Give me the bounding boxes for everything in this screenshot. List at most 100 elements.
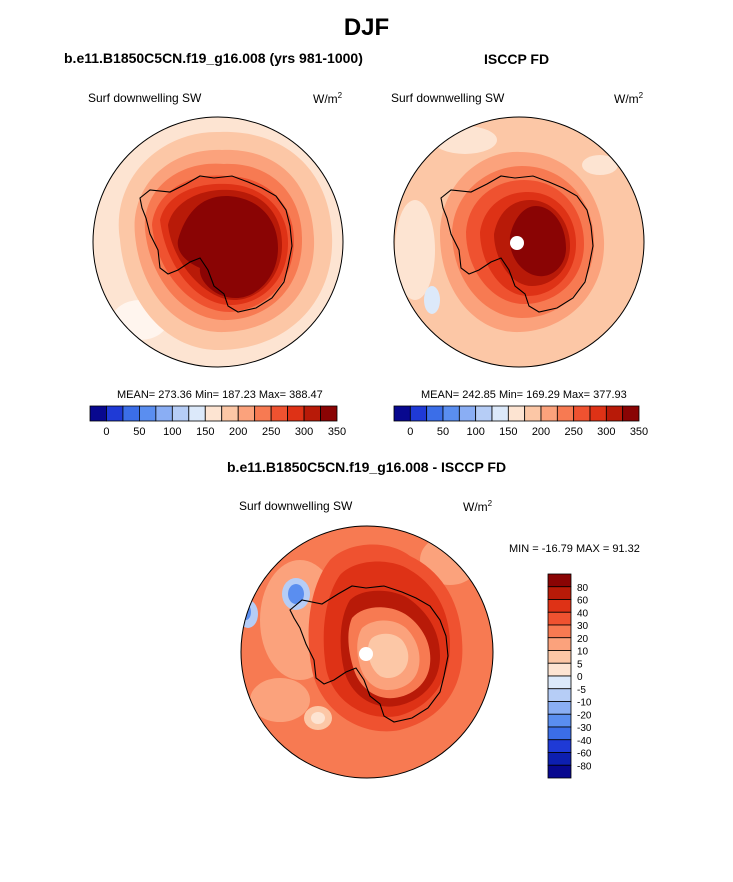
cbar3-tick-9: -10 xyxy=(577,698,592,709)
cbar3-swatch-0 xyxy=(547,573,572,588)
cbar1-tick-7: 350 xyxy=(328,426,346,438)
cbar1-swatch-0 xyxy=(89,405,107,422)
map3-polar-plot xyxy=(240,525,494,779)
cbar1-swatch-12 xyxy=(287,405,305,422)
cbar3-tick-4: 20 xyxy=(577,634,589,645)
cbar1-tick-3: 150 xyxy=(196,426,214,438)
panel3-variable-label: Surf downwelling SW xyxy=(239,499,353,513)
panel1-stats: MEAN= 273.36 Min= 187.23 Max= 388.47 xyxy=(117,389,323,401)
cbar1-swatch-5 xyxy=(171,405,190,422)
cbar3-swatch-13 xyxy=(547,739,572,753)
cbar2-tick-5: 250 xyxy=(564,426,582,438)
cbar3-tick-13: -60 xyxy=(577,749,592,760)
panel3-units: W/m2 xyxy=(463,499,493,514)
main-title: DJF xyxy=(343,14,390,41)
cbar1-swatch-13 xyxy=(303,405,321,422)
cbar3-tick-3: 30 xyxy=(577,621,589,632)
cbar2-swatch-3 xyxy=(442,405,460,422)
cbar1-swatch-6 xyxy=(188,405,206,422)
cbar3-tick-1: 60 xyxy=(577,596,589,607)
cbar3-tick-6: 5 xyxy=(577,659,583,670)
map2-polar-plot xyxy=(393,116,645,368)
panel2-units: W/m2 xyxy=(614,91,644,106)
cbar1-tick-0: 0 xyxy=(103,426,109,438)
cbar3-tick-0: 80 xyxy=(577,583,589,594)
panel1-variable-label: Surf downwelling SW xyxy=(88,91,202,105)
panel1-title: b.e11.B1850C5CN.f19_g16.008 (yrs 981-100… xyxy=(64,50,363,66)
cbar1-swatch-8 xyxy=(221,405,239,422)
cbar2-swatch-8 xyxy=(524,405,542,422)
cbar3-swatch-4 xyxy=(547,624,572,639)
map3-antarctica-coastline xyxy=(289,585,449,723)
cbar2-tick-6: 300 xyxy=(597,426,615,438)
cbar3-swatch-12 xyxy=(547,726,572,741)
cbar3-swatch-2 xyxy=(547,599,572,613)
cbar2-swatch-4 xyxy=(458,405,477,422)
cbar3-tick-11: -30 xyxy=(577,723,592,734)
panel3-title: b.e11.B1850C5CN.f19_g16.008 - ISCCP FD xyxy=(227,459,507,475)
cbar2-swatch-12 xyxy=(589,405,607,422)
cbar1-tick-4: 200 xyxy=(229,426,247,438)
cbar3-swatch-5 xyxy=(547,637,572,651)
cbar1-swatch-4 xyxy=(155,405,173,422)
colorbar-2: 0 50 100 150 200 250 300 350 xyxy=(393,405,648,438)
cbar2-swatch-1 xyxy=(409,405,428,422)
cbar3-tick-5: 10 xyxy=(577,647,589,658)
panel2-variable-label: Surf downwelling SW xyxy=(391,91,505,105)
cbar3-swatch-14 xyxy=(547,752,572,766)
cbar3-swatch-11 xyxy=(547,713,572,728)
cbar2-tick-2: 100 xyxy=(466,426,484,438)
cbar3-tick-10: -20 xyxy=(577,710,592,721)
panel3-stats: MIN = -16.79 MAX = 91.32 xyxy=(509,543,640,555)
cbar2-swatch-2 xyxy=(426,405,444,422)
cbar1-swatch-10 xyxy=(254,405,272,422)
cbar1-swatch-14 xyxy=(320,405,338,422)
cbar2-tick-7: 350 xyxy=(630,426,648,438)
cbar3-tick-12: -40 xyxy=(577,736,592,747)
cbar2-tick-3: 150 xyxy=(499,426,517,438)
cbar2-swatch-14 xyxy=(622,405,640,422)
cbar2-swatch-0 xyxy=(393,405,411,422)
cbar2-tick-1: 50 xyxy=(437,426,449,438)
cbar1-swatch-3 xyxy=(138,405,157,422)
cbar3-swatch-7 xyxy=(547,662,572,677)
cbar1-tick-5: 250 xyxy=(262,426,280,438)
cbar1-swatch-7 xyxy=(204,405,223,422)
panel2-title: ISCCP FD xyxy=(484,51,550,67)
cbar2-swatch-13 xyxy=(605,405,624,422)
cbar1-swatch-2 xyxy=(122,405,140,422)
map1-polar-plot xyxy=(92,116,344,368)
map1-antarctica-coastline xyxy=(139,175,293,313)
cbar3-swatch-10 xyxy=(547,701,572,715)
cbar1-tick-2: 100 xyxy=(163,426,181,438)
cbar2-swatch-11 xyxy=(573,405,591,422)
colorbar-1: 0 50 100 150 200 250 300 350 xyxy=(89,405,346,438)
cbar2-swatch-7 xyxy=(507,405,526,422)
cbar3-tick-2: 40 xyxy=(577,608,589,619)
cbar2-tick-4: 200 xyxy=(532,426,550,438)
cbar2-tick-0: 0 xyxy=(407,426,413,438)
cbar1-swatch-11 xyxy=(270,405,288,422)
cbar3-swatch-1 xyxy=(547,586,572,600)
cbar3-swatch-6 xyxy=(547,650,572,664)
cbar1-tick-6: 300 xyxy=(295,426,313,438)
cbar1-swatch-1 xyxy=(106,405,124,422)
cbar2-swatch-9 xyxy=(540,405,558,422)
cbar3-swatch-3 xyxy=(547,611,572,626)
cbar2-swatch-6 xyxy=(491,405,509,422)
cbar3-swatch-8 xyxy=(547,675,572,690)
cbar3-swatch-15 xyxy=(547,764,572,779)
cbar3-tick-7: 0 xyxy=(577,672,583,683)
panel2-stats: MEAN= 242.85 Min= 169.29 Max= 377.93 xyxy=(421,389,627,401)
cbar3-swatch-9 xyxy=(547,688,572,702)
cbar3-tick-14: -80 xyxy=(577,761,592,772)
cbar2-swatch-10 xyxy=(556,405,575,422)
cbar2-swatch-5 xyxy=(475,405,493,422)
cbar1-tick-1: 50 xyxy=(133,426,145,438)
cbar3-tick-8: -5 xyxy=(577,685,586,696)
map2-antarctica-coastline xyxy=(440,175,594,313)
panel1-units: W/m2 xyxy=(313,91,343,106)
cbar1-swatch-9 xyxy=(237,405,256,422)
